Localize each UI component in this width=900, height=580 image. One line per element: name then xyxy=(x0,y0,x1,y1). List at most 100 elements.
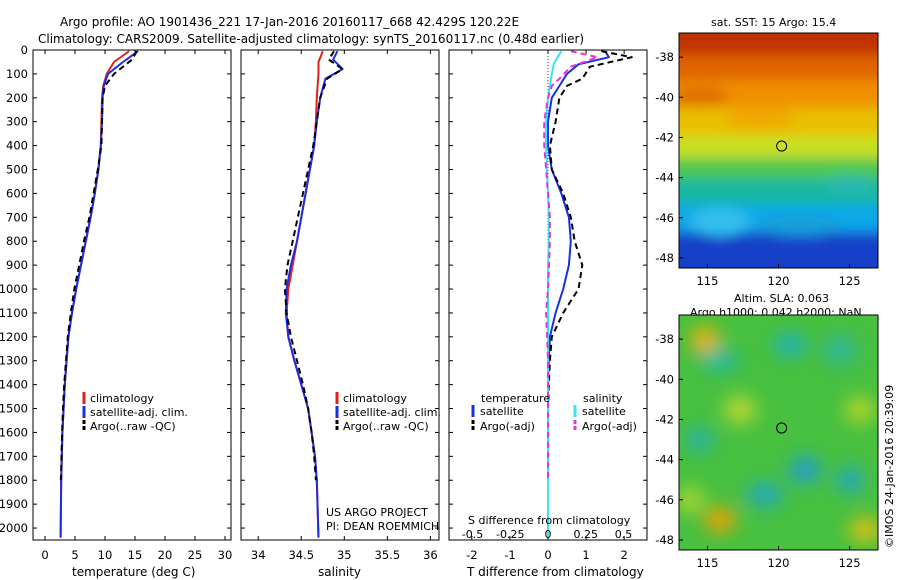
salinity-plot-frame xyxy=(240,49,440,541)
y-tick-label: 1200 xyxy=(0,330,28,344)
depth-axis: 0 100 200 300 400 500 600 700 800 900 1000 1100 1200… xyxy=(0,43,231,535)
y-tick-label: 500 xyxy=(6,163,28,177)
map-y-tick-label: -48 xyxy=(655,533,674,547)
legend-title-temperature: temperature xyxy=(481,392,550,405)
y-tick-label: 900 xyxy=(6,258,28,272)
legend-label-argo: Argo(..raw -QC) xyxy=(343,420,429,433)
x-tick-label: 20 xyxy=(158,548,173,562)
series-line-climatology xyxy=(59,50,130,538)
y-tick-label: 1100 xyxy=(0,306,28,320)
legend-title-salinity: salinity xyxy=(583,392,623,405)
y-tick-label: 300 xyxy=(6,115,28,129)
argo-location-marker xyxy=(776,422,788,434)
y-tick-label: 1900 xyxy=(0,497,28,511)
map-x-tick-label: 125 xyxy=(839,274,861,288)
difference-x-axis: -2 -1 0 1 2 xyxy=(466,50,628,562)
sla-map-title: Altim. SLA: 0.063 xyxy=(734,292,829,305)
temperature-panel: 0100200300400500600700800900100011001200… xyxy=(0,43,232,579)
x-tick-label: -2 xyxy=(466,548,477,562)
legend-label-s-satellite: satellite xyxy=(582,405,626,418)
salinity-legend: climatology satellite-adj. clim. Argo(..… xyxy=(335,392,441,433)
x-tick-label: 0 xyxy=(41,548,48,562)
sst-field xyxy=(679,33,878,268)
x-tick-label: 35 xyxy=(337,548,352,562)
x-tick-label: 30 xyxy=(218,548,233,562)
map-y-tick-label: -38 xyxy=(655,50,674,64)
map-x-tick-label: 120 xyxy=(768,274,790,288)
difference-depth-ticks xyxy=(449,49,647,529)
sst-map: sat. SST: 15 Argo: 15.4 115 120 125 xyxy=(655,16,879,288)
x-tick-label: -1 xyxy=(504,548,515,562)
x-tick-label: 10 xyxy=(98,548,113,562)
y-tick-label: 200 xyxy=(6,91,28,105)
map-x-tick-label: 125 xyxy=(839,556,861,570)
x-tick-label: 1 xyxy=(582,548,589,562)
map-x-tick-label: 115 xyxy=(696,274,718,288)
temperature-x-axis: 0 5 10 15 20 25 30 xyxy=(41,50,232,562)
map-y-tick-label: -46 xyxy=(655,211,674,225)
map-y-tick-label: -44 xyxy=(655,453,674,467)
y-tick-label: 1700 xyxy=(0,449,28,463)
s-difference-tick-label: 0.5 xyxy=(615,528,633,541)
legend-label-argo: Argo(..raw -QC) xyxy=(90,420,176,433)
s-difference-tick-label: 0 xyxy=(545,528,552,541)
y-tick-label: 1300 xyxy=(0,354,28,368)
map-y-tick-label: -44 xyxy=(655,171,674,185)
sla-map-axes: 115 120 125 -38 -40 -42 -44 -46 -48 xyxy=(655,332,860,570)
legend-label-climatology: climatology xyxy=(90,392,154,405)
series-line-satellite-adj-clim xyxy=(59,50,139,538)
s-difference-tick-label: 0.25 xyxy=(574,528,599,541)
legend-label-t-satellite: satellite xyxy=(480,405,524,418)
imos-credit: ©IMOS 24-Jan-2016 20:39:09 xyxy=(883,385,896,548)
y-tick-label: 1600 xyxy=(0,425,28,439)
sst-map-axes: 115 120 125 -38 -40 -42 -44 -46 -48 xyxy=(655,50,860,288)
salinity-depth-ticks xyxy=(241,49,439,529)
legend-label-satellite: satellite-adj. clim. xyxy=(90,406,188,419)
map-y-tick-label: -46 xyxy=(655,493,674,507)
s-difference-axis-label: S difference from climatology xyxy=(468,514,631,527)
map-y-tick-label: -38 xyxy=(655,332,674,346)
map-x-tick-label: 120 xyxy=(768,556,790,570)
temperature-legend: climatology satellite-adj. clim. Argo(..… xyxy=(82,392,188,433)
map-y-tick-label: -40 xyxy=(655,372,674,386)
x-tick-label: 5 xyxy=(71,548,78,562)
series-line-satellite-adj-clim xyxy=(284,50,344,538)
salinity-x-axis: 34 34.5 35 35.5 36 xyxy=(251,50,438,562)
s-difference-ticks: -0.5 -0.25 0 0.25 0.5 xyxy=(462,528,632,541)
map-y-tick-label: -48 xyxy=(655,251,674,265)
temperature-plot-frame xyxy=(32,49,232,541)
t-difference-axis-label: T difference from climatology xyxy=(466,565,644,579)
x-tick-label: 15 xyxy=(128,548,143,562)
map-y-tick-label: -42 xyxy=(655,130,674,144)
series-line-argo-adj xyxy=(543,50,599,481)
series-line-argo-raw-qc xyxy=(283,50,344,481)
temperature-series xyxy=(59,50,139,538)
y-tick-label: 1800 xyxy=(0,473,28,487)
series-line-satellite xyxy=(547,50,610,538)
salinity-series xyxy=(283,50,344,538)
y-tick-label: 1500 xyxy=(0,402,28,416)
x-tick-label: 34.5 xyxy=(288,548,314,562)
x-tick-label: 2 xyxy=(620,548,627,562)
sla-map: Altim. SLA: 0.063 Argo h1000: 0.042 h200… xyxy=(655,292,879,570)
pi-credit: PI: DEAN ROEMMICH xyxy=(326,520,439,533)
x-tick-label: 25 xyxy=(188,548,203,562)
project-credit: US ARGO PROJECT xyxy=(326,506,428,519)
y-tick-label: 700 xyxy=(6,210,28,224)
salinity-axis-label: salinity xyxy=(318,565,361,579)
difference-series xyxy=(543,50,633,538)
sst-map-title: sat. SST: 15 Argo: 15.4 xyxy=(711,16,836,29)
temperature-axis-label: temperature (deg C) xyxy=(72,565,195,579)
map-x-tick-label: 115 xyxy=(696,556,718,570)
x-tick-label: 34 xyxy=(251,548,266,562)
difference-legend: temperature salinity satellite Argo(-adj… xyxy=(471,392,637,433)
x-tick-label: 0 xyxy=(544,548,551,562)
y-tick-label: 1000 xyxy=(0,282,28,296)
map-y-tick-label: -42 xyxy=(655,412,674,426)
s-difference-tick-label: -0.5 xyxy=(462,528,483,541)
y-tick-label: 400 xyxy=(6,139,28,153)
y-tick-label: 600 xyxy=(6,186,28,200)
argo-location-marker xyxy=(776,140,788,152)
header-title-line1: Argo profile: AO 1901436_221 17-Jan-2016… xyxy=(60,15,519,29)
